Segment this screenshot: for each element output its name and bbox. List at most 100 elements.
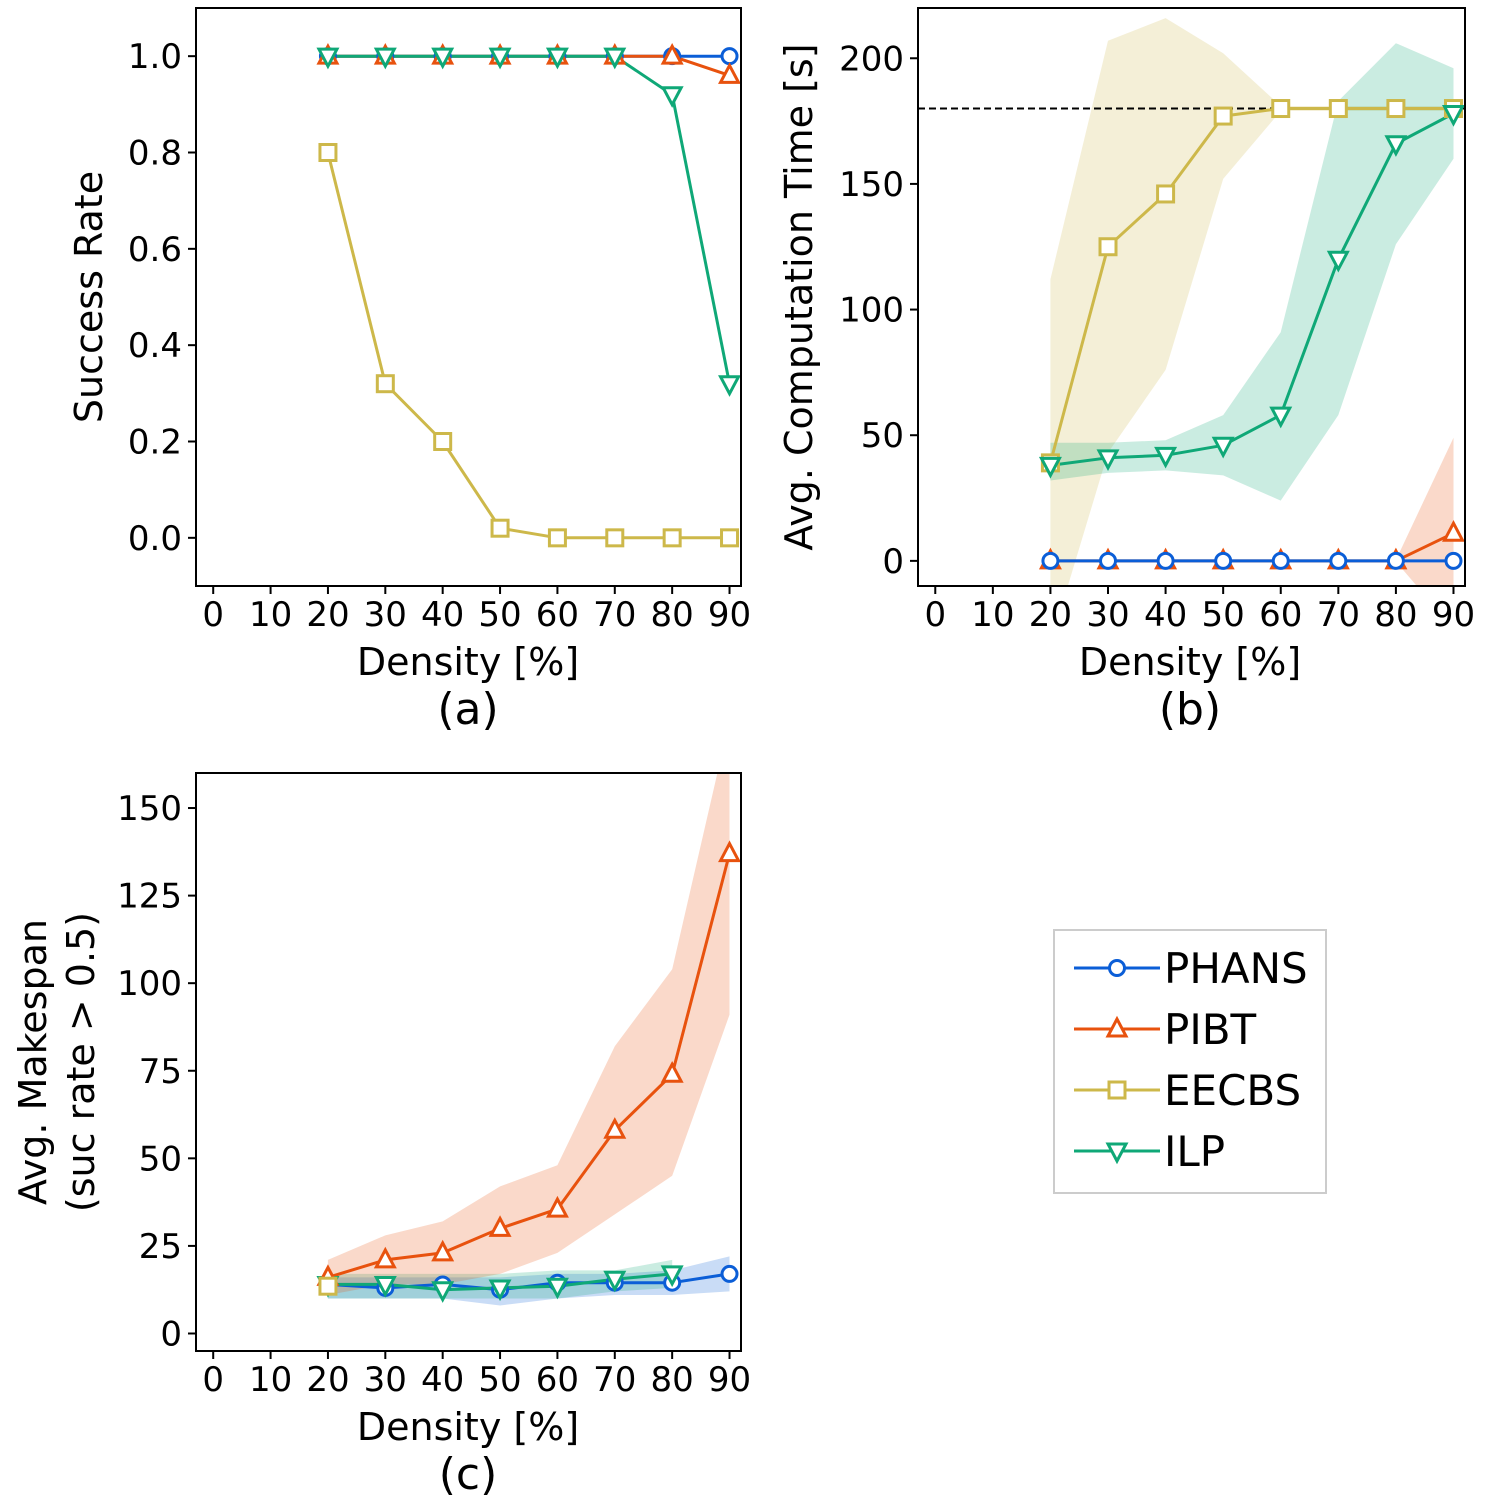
- panel-c-xtick-label: 90: [708, 1360, 751, 1400]
- panel-c-frame: [195, 772, 742, 1352]
- phans-point: [720, 47, 739, 66]
- ilp-point: [1441, 105, 1465, 127]
- panel-b-xtick-label: 50: [1202, 595, 1245, 635]
- panel-b-ytick-label: 100: [839, 291, 904, 331]
- eecbs-point: [375, 374, 395, 394]
- panel-a-xlabel: Density [%]: [357, 640, 579, 684]
- panel-b-xtick-label: 30: [1086, 595, 1129, 635]
- panel-c-xlabel: Density [%]: [357, 1405, 579, 1449]
- legend-ilp-label: ILP: [1164, 1127, 1225, 1176]
- eecbs-line: [1048, 107, 1454, 464]
- phans-point: [1444, 551, 1463, 570]
- ilp-point: [603, 47, 627, 70]
- panel-b-xtick-label: 90: [1432, 595, 1475, 635]
- pibt-point: [488, 1215, 512, 1237]
- ilp-line: [1050, 112, 1455, 467]
- pibt-point: [718, 62, 742, 84]
- eecbs-point: [662, 528, 682, 548]
- ilp-point: [545, 47, 569, 70]
- eecbs-point: [490, 518, 510, 538]
- panel-a-lines: [326, 54, 731, 540]
- panel-a-ytick-label: 0.6: [128, 230, 182, 270]
- panel-a-ylabel: Success Rate: [67, 171, 111, 423]
- ilp-point: [431, 47, 455, 70]
- panel-a-ticks: 0 10 20 30 40 50 60 70 80 90 0.0 0.2 0.4 0.6 0.8 1.0: [128, 37, 751, 635]
- panel-a-ytick-label: 0.2: [128, 423, 182, 463]
- panel-a-xtick-label: 60: [536, 595, 579, 635]
- phans-point: [1386, 551, 1405, 570]
- panel-c-xtick-label: 30: [364, 1360, 407, 1400]
- ilp-point: [660, 86, 684, 108]
- panel-c-xtick-label: 0: [202, 1360, 224, 1400]
- eecbs-point: [318, 143, 338, 162]
- eecbs-point: [433, 432, 453, 451]
- pibt-point: [603, 1117, 627, 1139]
- eecbs-band: [1050, 18, 1454, 586]
- panel-a-ytick-label: 1.0: [128, 37, 182, 77]
- pibt-band: [1050, 437, 1454, 586]
- legend-eecbs-label: EECBS: [1164, 1066, 1301, 1115]
- ilp-line: [327, 54, 731, 384]
- ilp-point: [1096, 449, 1120, 472]
- ilp-point: [1211, 436, 1235, 459]
- panel-b-xlabel: Density [%]: [1079, 640, 1301, 684]
- panel-c: 0 10 20 30 40 50 60 70 80 90 0 25 50 75 100 125 150 Dens…: [11, 772, 751, 1500]
- panel-b-xtick-label: 0: [924, 595, 946, 635]
- panel-b-frame: [917, 7, 1466, 587]
- panel-c-bands: [327, 773, 730, 1306]
- panel-b-ytick-label: 50: [861, 416, 904, 456]
- panel-c-xtick-label: 60: [536, 1360, 579, 1400]
- panel-a-markers: [316, 42, 742, 548]
- eecbs-line: [326, 152, 730, 540]
- eecbs-point: [605, 528, 625, 548]
- pibt-point: [373, 1246, 397, 1269]
- pibt-point: [1441, 520, 1465, 542]
- panel-c-caption: (c): [439, 1449, 498, 1500]
- panel-a-caption: (a): [437, 684, 498, 735]
- panel-b-ticks: 0 10 20 30 40 50 60 70 80 90 0 50 100 150 200: [839, 39, 1475, 635]
- legend-entries: PHANS PIBT EECBS ILP: [1074, 944, 1308, 1176]
- panel-c-xtick-label: 40: [421, 1360, 464, 1400]
- panel-a-xtick-label: 30: [364, 595, 407, 635]
- legend-item-ilp: ILP: [1074, 1127, 1225, 1176]
- pibt-point: [660, 1061, 684, 1083]
- panel-c-markers: [316, 840, 742, 1303]
- panel-b-xtick-label: 10: [971, 595, 1014, 635]
- panel-b-caption: (b): [1159, 684, 1221, 735]
- phans-point: [1156, 551, 1175, 570]
- panel-c-ytick-label: 75: [139, 1052, 182, 1092]
- legend-item-pibt: PIBT: [1074, 1005, 1257, 1054]
- ilp-point: [1269, 406, 1293, 429]
- pibt-point: [545, 1195, 569, 1218]
- phans-band: [327, 1256, 730, 1306]
- ilp-point: [1326, 250, 1350, 273]
- panel-a-xtick-label: 0: [202, 595, 224, 635]
- panel-c-ytick-label: 50: [139, 1139, 182, 1179]
- legend-pibt-label: PIBT: [1164, 1005, 1257, 1054]
- panel-a-xtick-label: 70: [593, 595, 636, 635]
- eecbs-point: [1213, 106, 1233, 126]
- pibt-line: [327, 853, 731, 1279]
- ilp-point: [545, 1277, 569, 1300]
- panel-c-ytick-label: 100: [117, 964, 182, 1004]
- panel-b-xtick-label: 80: [1374, 595, 1417, 635]
- ilp-point: [373, 47, 397, 70]
- panel-c-ytick-label: 25: [139, 1227, 182, 1267]
- panel-c-xtick-label: 70: [593, 1360, 636, 1400]
- phans-point: [1271, 551, 1290, 570]
- panel-b: 0 10 20 30 40 50 60 70 80 90 0 50 100 150 200 Density …: [777, 7, 1475, 735]
- panel-b-lines: [1048, 107, 1455, 563]
- ilp-point: [718, 375, 742, 397]
- legend-phans-label: PHANS: [1164, 944, 1308, 993]
- eecbs-point: [1271, 99, 1291, 119]
- panel-b-ytick-label: 0: [882, 542, 904, 582]
- eecbs-point: [318, 1276, 338, 1296]
- ilp-point: [660, 1265, 684, 1288]
- legend-eecbs-marker: [1107, 1080, 1127, 1100]
- ilp-point: [373, 1275, 397, 1298]
- panel-b-ytick-label: 200: [839, 39, 904, 79]
- panel-b-markers: [1038, 99, 1465, 570]
- panel-b-ytick-label: 150: [839, 165, 904, 205]
- phans-point: [1329, 551, 1348, 570]
